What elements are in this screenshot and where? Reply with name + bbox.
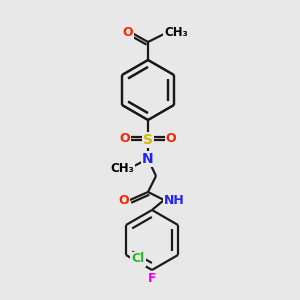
Text: N: N bbox=[142, 152, 154, 166]
Text: CH₃: CH₃ bbox=[110, 161, 134, 175]
Text: O: O bbox=[119, 194, 129, 206]
Text: CH₃: CH₃ bbox=[164, 26, 188, 40]
Text: F: F bbox=[148, 272, 156, 284]
Text: O: O bbox=[123, 26, 133, 38]
Text: NH: NH bbox=[164, 194, 184, 206]
Text: S: S bbox=[143, 133, 153, 147]
Text: Cl: Cl bbox=[131, 253, 145, 266]
Text: O: O bbox=[120, 133, 130, 146]
Text: O: O bbox=[166, 133, 176, 146]
